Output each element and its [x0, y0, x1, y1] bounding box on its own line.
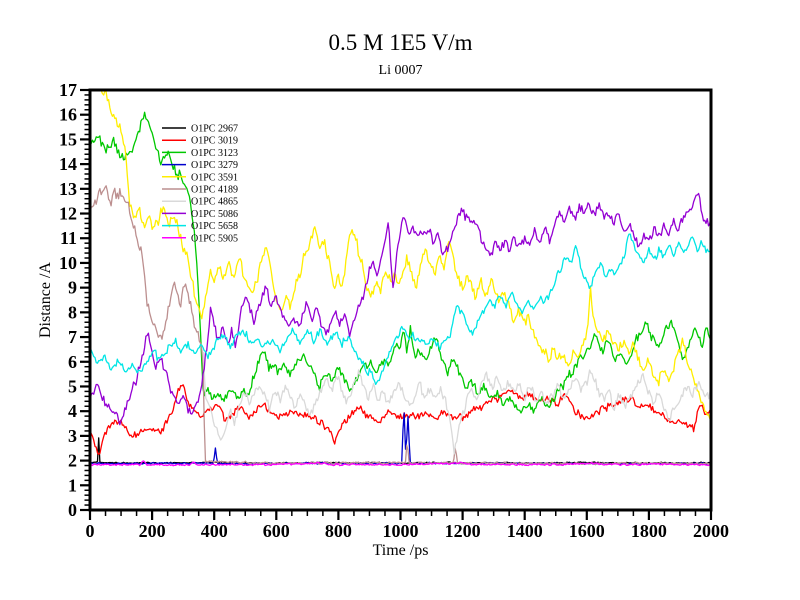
x-axis-label: Time /ps [372, 542, 429, 559]
series-line-O1PC-5905 [89, 460, 712, 467]
series-line-O1PC-3123 [89, 111, 712, 414]
x-tick-label: 2000 [693, 521, 729, 541]
y-tick-label: 3 [68, 426, 77, 446]
series-line-O1PC-3279 [89, 412, 712, 465]
y-tick-label: 2 [68, 451, 77, 471]
x-tick-label: 1200 [445, 521, 481, 541]
y-tick-label: 9 [68, 278, 77, 298]
y-tick-label: 6 [68, 352, 77, 372]
legend-label: O1PC 3019 [191, 136, 238, 147]
legend-label: O1PC 2967 [191, 124, 238, 135]
x-tick-label: 1000 [383, 521, 419, 541]
x-axis-ticks: 0 200 400 600 800 1000 1200 1400 1600 1800 2000 [86, 511, 729, 541]
x-tick-label: 1400 [507, 521, 543, 541]
chart-subtitle: Li 0007 [378, 63, 423, 78]
y-tick-label: 8 [68, 302, 77, 322]
legend-label: O1PC 3279 [191, 160, 238, 171]
y-tick-label: 5 [68, 376, 77, 396]
x-tick-label: 400 [201, 521, 228, 541]
legend-label: O1PC 5658 [191, 221, 238, 232]
series-line-O1PC-4189 [89, 185, 712, 466]
series-line-O1PC-2967 [89, 437, 712, 465]
legend-label: O1PC 3123 [191, 148, 238, 159]
x-tick-label: 200 [139, 521, 166, 541]
y-tick-label: 7 [68, 327, 77, 347]
x-tick-label: 800 [325, 521, 352, 541]
x-tick-label: 1800 [631, 521, 667, 541]
y-tick-label: 11 [60, 228, 77, 248]
y-tick-label: 0 [68, 500, 77, 520]
y-tick-label: 10 [59, 253, 77, 273]
chart-title: 0.5 M 1E5 V/m [328, 30, 473, 55]
series-line-O1PC-5658 [89, 233, 712, 386]
legend-label: O1PC 5086 [191, 209, 238, 220]
x-tick-label: 0 [86, 521, 95, 541]
y-tick-label: 15 [59, 129, 77, 149]
series-line-O1PC-3591 [89, 89, 712, 420]
series-group [89, 89, 712, 467]
y-tick-label: 1 [68, 475, 77, 495]
series-line-O1PC-4865 [202, 351, 711, 455]
legend-label: O1PC 5905 [191, 233, 238, 244]
legend-label: O1PC 4865 [191, 197, 238, 208]
legend-label: O1PC 4189 [191, 185, 238, 196]
y-tick-label: 4 [68, 401, 77, 421]
legend-label: O1PC 3591 [191, 172, 238, 183]
plot-frame [88, 88, 713, 512]
y-tick-label: 17 [59, 80, 77, 100]
y-tick-label: 13 [59, 179, 77, 199]
y-tick-label: 16 [59, 105, 77, 125]
x-tick-label: 600 [263, 521, 290, 541]
series-line-O1PC-5086 [89, 192, 712, 426]
y-tick-label: 12 [59, 204, 77, 224]
y-tick-label: 14 [59, 154, 77, 174]
y-axis-label: Distance /A [37, 262, 54, 338]
x-tick-label: 1600 [569, 521, 605, 541]
